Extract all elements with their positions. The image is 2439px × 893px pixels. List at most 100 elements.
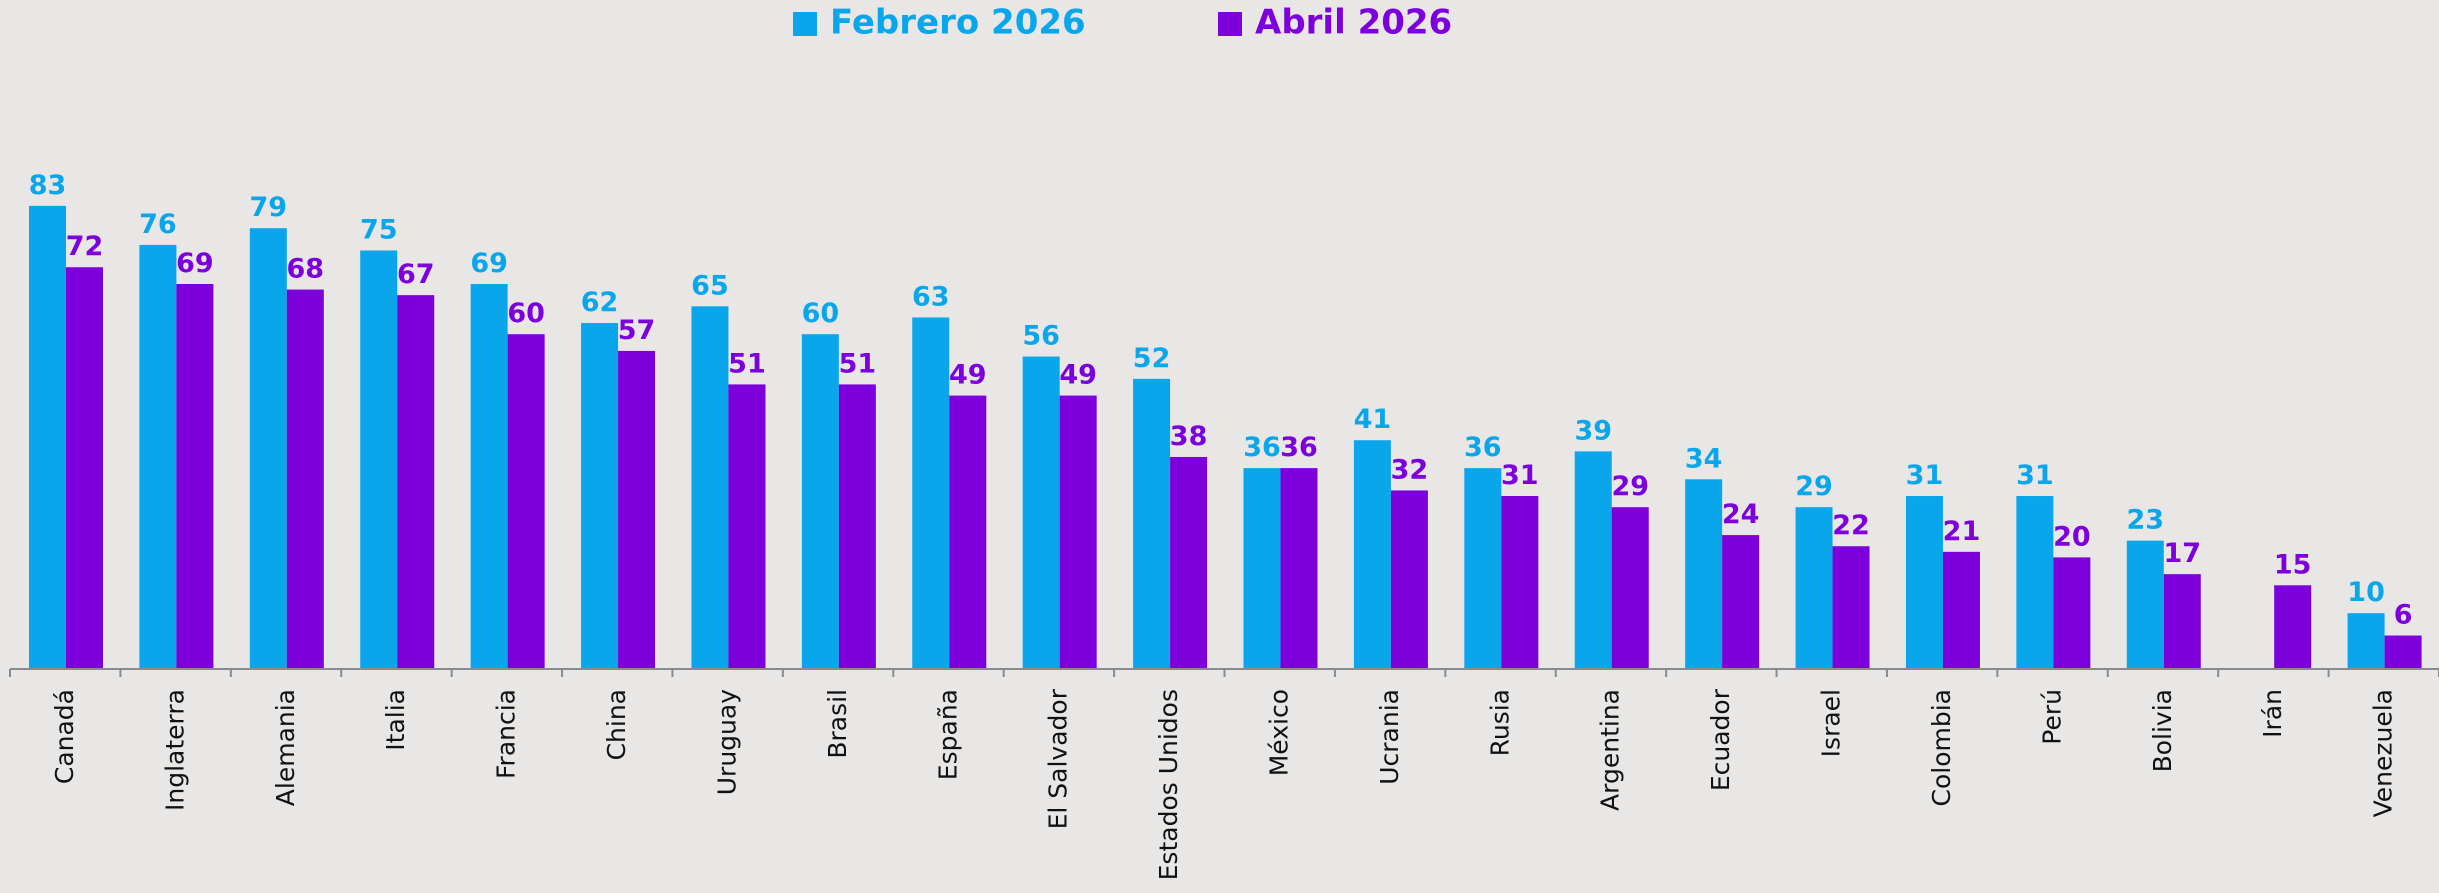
value-label: 79 <box>250 192 288 223</box>
bar <box>1170 456 1208 669</box>
bar <box>2347 613 2385 669</box>
value-label: 31 <box>1501 460 1539 491</box>
value-label: 38 <box>1170 421 1208 452</box>
bar <box>1059 395 1097 669</box>
x-tick-label: Brasil <box>823 689 852 759</box>
value-label: 10 <box>2347 577 2385 608</box>
bar <box>691 306 729 669</box>
value-label: 22 <box>1832 510 1870 541</box>
value-label: 36 <box>1280 432 1318 463</box>
value-label: 34 <box>1685 443 1723 474</box>
value-label: 49 <box>1059 360 1097 391</box>
value-label: 15 <box>2274 549 2312 580</box>
value-label: 36 <box>1464 432 1502 463</box>
bar <box>2274 585 2312 669</box>
value-label: 23 <box>2126 505 2164 536</box>
value-label: 32 <box>1391 454 1429 485</box>
bar <box>581 323 619 669</box>
legend-label: Febrero 2026 <box>830 3 1086 43</box>
x-tick-label: Venezuela <box>2369 689 2398 817</box>
value-label: 51 <box>839 348 877 379</box>
value-label: 52 <box>1133 343 1171 374</box>
value-label: 39 <box>1574 415 1612 446</box>
bar <box>1464 468 1502 669</box>
bar <box>66 267 103 669</box>
value-label: 56 <box>1022 321 1060 352</box>
bar <box>286 289 324 669</box>
value-label: 41 <box>1354 404 1392 435</box>
x-tick-label: Irán <box>2258 689 2287 738</box>
x-tick-label: Uruguay <box>712 689 741 795</box>
value-label: 60 <box>802 298 840 329</box>
x-tick-label: Ecuador <box>1706 688 1735 791</box>
value-label: 68 <box>287 254 325 285</box>
value-label: 63 <box>912 281 950 312</box>
bar <box>1353 440 1391 669</box>
bar <box>2053 557 2091 669</box>
bar <box>29 205 66 670</box>
value-label: 6 <box>2394 600 2413 631</box>
value-label: 29 <box>1611 471 1649 502</box>
x-tick-label: Francia <box>492 689 521 779</box>
legend-label: Abril 2026 <box>1255 3 1452 43</box>
bar <box>470 283 508 669</box>
x-tick-label: México <box>1265 689 1294 776</box>
x-tick-label: Argentina <box>1596 689 1625 811</box>
x-tick-label: Canadá <box>50 689 79 784</box>
value-label: 75 <box>360 215 398 246</box>
bar <box>1942 551 1980 669</box>
value-label: 49 <box>949 360 987 391</box>
bar <box>1832 546 1870 669</box>
x-tick-label: Bolivia <box>2148 689 2177 772</box>
bar <box>249 228 287 669</box>
bar <box>838 384 876 669</box>
value-label: 29 <box>1795 471 1833 502</box>
bar <box>1685 479 1723 669</box>
value-label: 83 <box>29 170 67 201</box>
x-tick-label: Rusia <box>1485 689 1514 756</box>
value-label: 60 <box>507 298 545 329</box>
x-tick-label: Ucrania <box>1375 689 1404 785</box>
bar <box>139 244 177 670</box>
bar <box>397 295 435 669</box>
x-tick-label: Italia <box>381 689 410 751</box>
bar <box>2126 540 2164 669</box>
bar <box>1795 507 1833 669</box>
x-tick-label: Alemania <box>271 689 300 806</box>
bar <box>1722 535 1760 669</box>
legend-swatch <box>793 12 817 36</box>
bar <box>912 317 950 669</box>
bar <box>1501 496 1539 669</box>
bar <box>1022 356 1060 669</box>
x-tick-label: El Salvador <box>1044 688 1073 829</box>
bar <box>1905 496 1943 669</box>
x-tick-label: China <box>602 689 631 760</box>
bar <box>1574 451 1612 669</box>
value-label: 69 <box>470 248 508 279</box>
value-label: 51 <box>728 348 766 379</box>
value-label: 65 <box>691 270 729 301</box>
value-label: 17 <box>2163 538 2201 569</box>
bar <box>1611 507 1649 669</box>
value-label: 24 <box>1722 499 1760 530</box>
value-label: 57 <box>618 315 656 346</box>
value-label: 31 <box>2016 460 2054 491</box>
value-label: 69 <box>176 248 214 279</box>
bar <box>2384 635 2422 669</box>
bar <box>360 250 398 669</box>
x-tick-label: España <box>933 689 962 780</box>
bar <box>801 334 839 669</box>
bar <box>507 334 545 669</box>
value-label: 31 <box>1906 460 1944 491</box>
bar <box>176 283 214 669</box>
value-label: 62 <box>581 287 619 318</box>
bar <box>2016 496 2054 669</box>
value-label: 21 <box>1943 516 1981 547</box>
value-label: 76 <box>139 209 177 240</box>
bar <box>618 350 656 669</box>
bar <box>2163 574 2201 669</box>
bar <box>1133 378 1171 669</box>
x-tick-label: Perú <box>2037 689 2066 745</box>
bar <box>1243 468 1281 669</box>
